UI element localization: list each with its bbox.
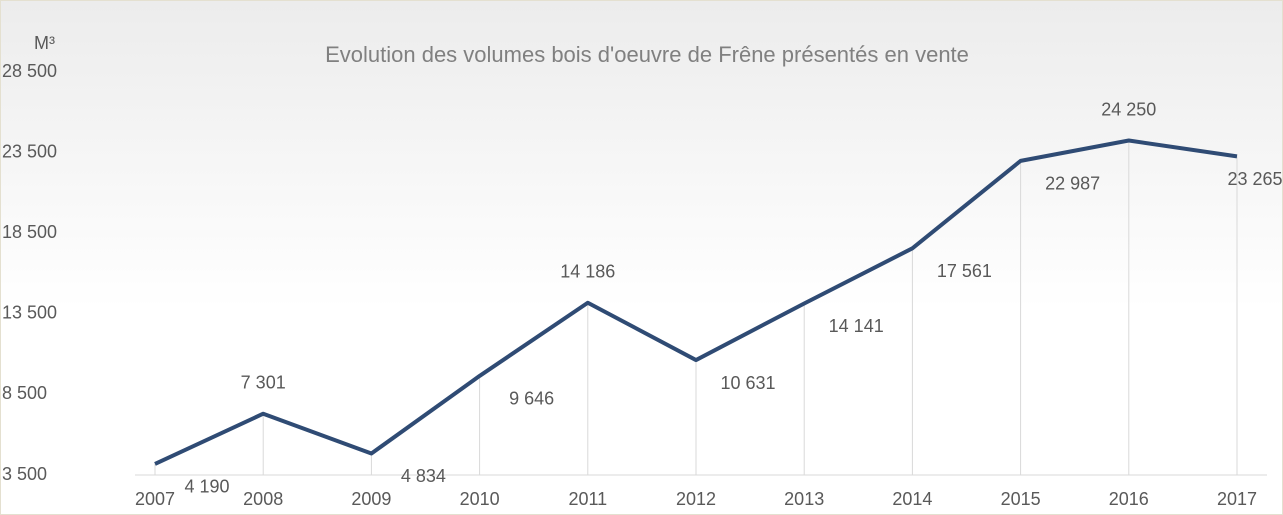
x-tick-label: 2017 — [1217, 489, 1257, 509]
data-label: 24 250 — [1101, 99, 1156, 119]
data-label: 4 834 — [401, 466, 446, 486]
y-tick-label: 18 500 — [2, 222, 57, 242]
data-label: 23 265 — [1227, 169, 1282, 189]
x-tick-label: 2015 — [1001, 489, 1041, 509]
y-tick-label: 28 500 — [2, 61, 57, 81]
data-line — [154, 138, 1238, 466]
y-tick-label: 8 500 — [2, 383, 47, 403]
y-tick-label: 23 500 — [2, 141, 57, 161]
data-label: 7 301 — [241, 372, 286, 392]
x-tick-label: 2010 — [460, 489, 500, 509]
data-label: 10 631 — [720, 373, 775, 393]
data-label: 17 561 — [937, 261, 992, 281]
x-tick-label: 2011 — [568, 489, 607, 509]
x-tick-label: 2008 — [243, 489, 283, 509]
x-tick-label: 2013 — [784, 489, 824, 509]
data-label: 4 190 — [184, 477, 229, 497]
data-label: 14 186 — [560, 261, 615, 281]
x-tick-label: 2012 — [676, 489, 716, 509]
data-label: 9 646 — [509, 389, 554, 409]
x-tick-label: 2007 — [135, 489, 175, 509]
x-tick-label: 2016 — [1109, 489, 1149, 509]
y-tick-label: 13 500 — [2, 303, 57, 323]
data-label: 22 987 — [1045, 174, 1100, 194]
y-axis-label: M³ — [34, 33, 55, 53]
data-label: 14 141 — [829, 316, 884, 336]
chart-title: Evolution des volumes bois d'oeuvre de F… — [325, 42, 969, 67]
x-tick-label: 2014 — [892, 489, 932, 509]
y-tick-label: 3 500 — [2, 464, 47, 484]
x-tick-label: 2009 — [351, 489, 391, 509]
